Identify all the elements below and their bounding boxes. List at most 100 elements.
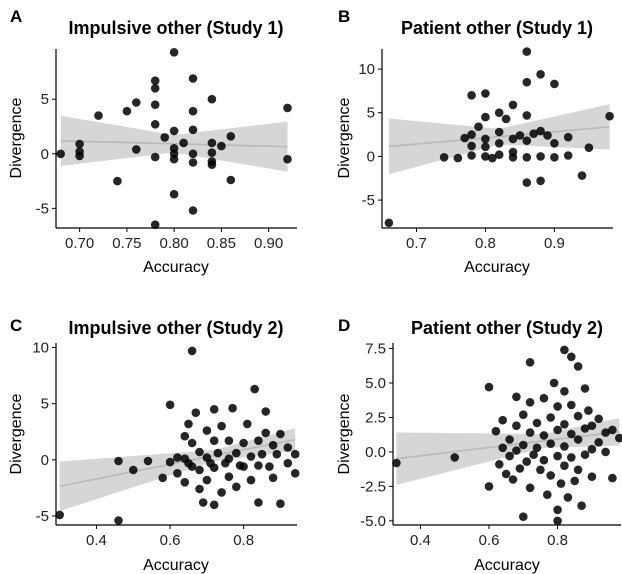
data-point (567, 453, 576, 462)
data-point (150, 76, 160, 85)
data-point (114, 516, 123, 525)
data-point (158, 473, 167, 483)
y-axis-title: Divergence (336, 97, 353, 178)
data-point (250, 384, 259, 394)
data-point (594, 414, 603, 424)
data-point (553, 451, 562, 461)
data-point (195, 447, 204, 457)
data-point (494, 139, 504, 148)
data-point (150, 120, 160, 129)
data-point (207, 138, 217, 148)
data-point (484, 382, 494, 392)
data-point (484, 482, 494, 491)
data-point (601, 428, 610, 437)
x-tick-label: 0.90 (254, 235, 283, 252)
data-point (268, 473, 278, 483)
data-point (184, 419, 193, 429)
data-point (505, 435, 514, 444)
y-tick-label: 0 (41, 452, 49, 469)
y-tick-label: -5.0 (360, 513, 386, 530)
data-point (553, 516, 562, 526)
data-point (573, 411, 583, 421)
data-point (207, 94, 217, 104)
data-point (207, 160, 217, 169)
y-tick-label: 5 (41, 396, 49, 413)
data-point (283, 103, 292, 113)
data-point (525, 428, 535, 437)
data-point (536, 465, 545, 475)
data-point (587, 421, 597, 431)
data-point (187, 438, 197, 448)
data-point (498, 415, 508, 425)
data-point (536, 176, 545, 186)
data-point (573, 362, 583, 371)
data-point (224, 472, 234, 482)
data-point (594, 438, 603, 447)
data-point (550, 153, 559, 162)
data-point (546, 413, 555, 422)
data-point (173, 453, 182, 462)
panel-title: Patient other (Study 2) (411, 318, 603, 338)
data-point (243, 419, 252, 429)
data-point (563, 493, 573, 502)
data-point (246, 475, 256, 485)
data-point (495, 460, 504, 469)
panel-c: C Impulsive other (Study 2) 0.4 0.6 0.8 -5 0 5 1… (8, 316, 300, 574)
data-point (460, 133, 470, 143)
y-tick-label: 5.0 (365, 375, 386, 392)
y-tick-label: 0.0 (365, 444, 386, 461)
data-point (556, 479, 566, 488)
data-point (384, 218, 394, 228)
data-point (519, 512, 528, 521)
data-point (246, 452, 256, 461)
y-tick-label: 7.5 (365, 341, 386, 358)
data-point (560, 461, 569, 471)
data-point (512, 421, 521, 431)
data-point (239, 462, 248, 471)
data-point (522, 77, 532, 87)
data-point (195, 484, 204, 494)
data-point (491, 426, 501, 436)
data-point (265, 462, 274, 471)
data-point (188, 206, 198, 215)
data-point (254, 498, 263, 507)
data-point (187, 346, 197, 356)
data-point (122, 106, 132, 116)
data-point (239, 438, 248, 448)
data-point (584, 406, 593, 415)
data-point (539, 455, 549, 465)
data-point (580, 450, 590, 460)
data-point (550, 139, 559, 148)
data-point (615, 433, 622, 443)
data-point (217, 488, 226, 497)
y-tick-label: 10 (358, 61, 375, 78)
data-point (536, 152, 545, 161)
data-point (272, 449, 282, 459)
data-point (180, 478, 190, 487)
data-point (217, 421, 226, 431)
panel-letter: D (338, 316, 350, 335)
x-tick-label: 0.80 (160, 235, 189, 252)
data-point (577, 501, 586, 511)
y-tick-label: -5 (36, 200, 49, 217)
panel-b: B Patient other (Study 1) 0.7 0.8 0.9 -5 0 5 10 A… (336, 7, 614, 276)
data-point (188, 158, 198, 167)
data-point (522, 178, 532, 187)
data-point (522, 136, 532, 145)
data-point (467, 130, 476, 139)
y-axis-title: Divergence (8, 393, 25, 474)
data-point (608, 473, 617, 483)
data-point (254, 436, 263, 446)
confidence-band (396, 418, 620, 485)
data-point (150, 84, 160, 93)
data-point (508, 475, 518, 484)
data-point (536, 70, 545, 79)
data-point (608, 425, 617, 435)
x-axis-title: Accuracy (474, 557, 540, 574)
data-point (515, 131, 525, 140)
panel-title: Impulsive other (Study 1) (68, 18, 283, 38)
data-point (160, 133, 169, 142)
data-point (232, 482, 241, 492)
data-point (481, 152, 490, 161)
